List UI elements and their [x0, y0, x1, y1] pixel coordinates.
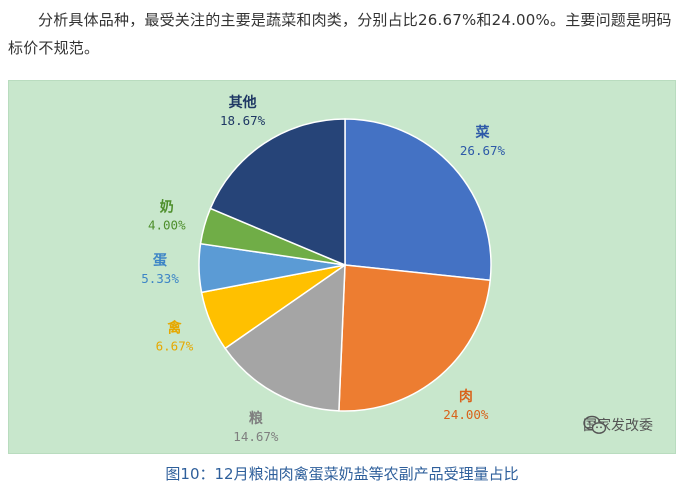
pie-slice-0: [344, 118, 492, 282]
slice-label-0: 菜: [474, 124, 490, 141]
slice-value-4: 5.33%: [141, 271, 179, 286]
pie-slice-2: [224, 263, 346, 412]
watermark: 国家发改委: [583, 415, 653, 435]
slice-value-6: 18.67%: [220, 113, 266, 128]
pie-chart: 菜 26.67% 肉 24.00% 粮 14.67% 禽 6.67% 蛋 5.33% 奶 4.00% 其…: [141, 94, 505, 444]
slice-label-5: 奶: [160, 198, 174, 215]
slice-label-4: 蛋: [153, 253, 167, 269]
slice-value-1: 24.00%: [443, 407, 489, 422]
slice-label-1: 肉: [459, 388, 473, 405]
pie-slice-6: [209, 118, 346, 267]
slice-label-2: 粮: [249, 410, 264, 427]
pie-slices: [198, 118, 492, 412]
pie-slice-1: [338, 264, 492, 412]
chart-panel: 菜 26.67% 肉 24.00% 粮 14.67% 禽 6.67% 蛋 5.33% 奶 4.00% 其…: [8, 80, 676, 454]
wechat-icon: [583, 415, 607, 434]
figure-caption: 图10：12月粮油肉禽蛋菜奶盐等农副产品受理量占比: [165, 465, 519, 483]
slice-label-3: 禽: [166, 320, 182, 337]
slice-value-3: 6.67%: [156, 339, 194, 354]
slice-value-5: 4.00%: [148, 217, 186, 232]
intro-paragraph: 分析具体品种，最受关注的主要是蔬菜和肉类，分别占比26.67%和24.00%。主…: [8, 11, 672, 57]
slice-value-0: 26.67%: [460, 143, 506, 158]
pie-labels: 菜 26.67% 肉 24.00% 粮 14.67% 禽 6.67% 蛋 5.33% 奶 4.00% 其…: [141, 94, 505, 444]
slice-label-6: 其他: [229, 94, 257, 111]
slice-value-2: 14.67%: [233, 429, 279, 444]
